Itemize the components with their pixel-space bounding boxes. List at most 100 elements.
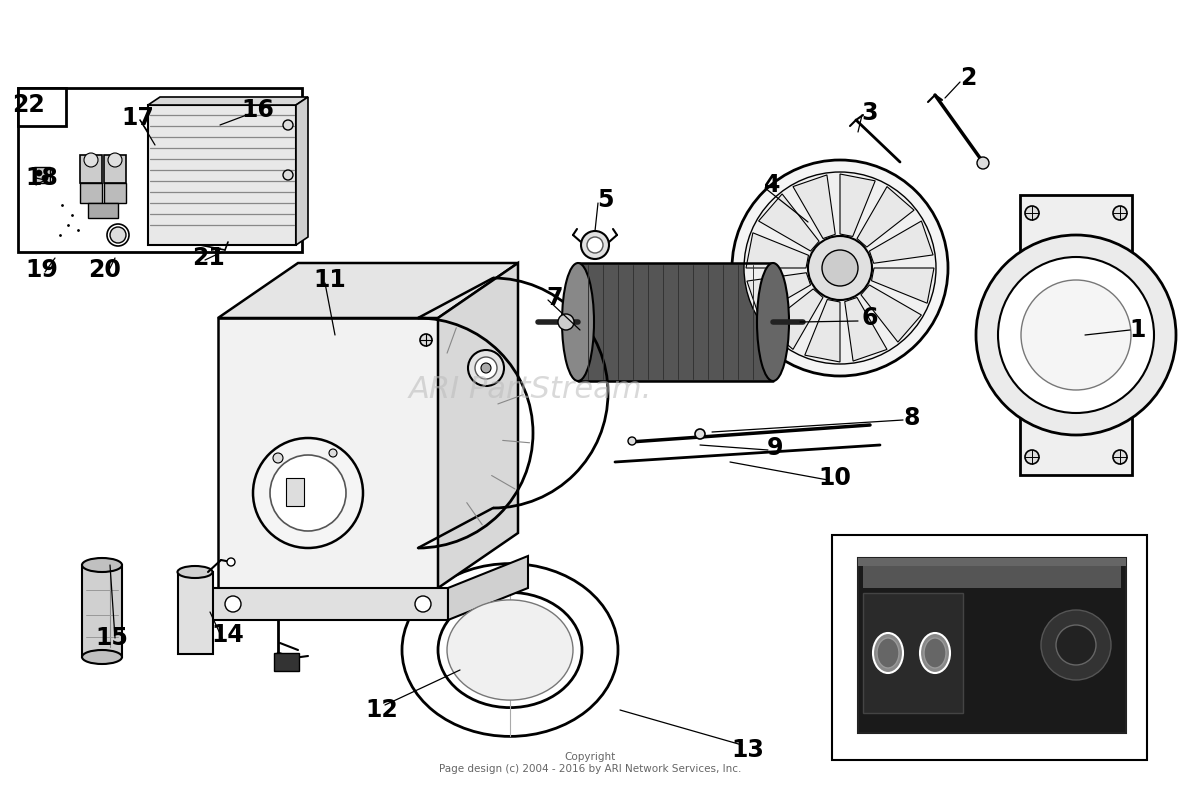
Bar bbox=[1020, 195, 1132, 475]
Circle shape bbox=[1113, 450, 1127, 464]
Circle shape bbox=[415, 596, 431, 612]
Circle shape bbox=[1025, 450, 1040, 464]
Text: 14: 14 bbox=[211, 623, 244, 647]
Polygon shape bbox=[759, 194, 819, 251]
Text: 13: 13 bbox=[732, 738, 765, 762]
Polygon shape bbox=[845, 297, 887, 361]
Bar bbox=[178, 572, 214, 654]
Text: 21: 21 bbox=[191, 246, 224, 270]
Circle shape bbox=[481, 363, 491, 373]
Polygon shape bbox=[872, 268, 935, 304]
Polygon shape bbox=[840, 174, 876, 236]
Text: 3: 3 bbox=[861, 101, 878, 125]
Text: 12: 12 bbox=[366, 698, 399, 722]
Circle shape bbox=[227, 558, 235, 566]
Bar bbox=[18, 88, 302, 252]
Ellipse shape bbox=[447, 600, 573, 700]
Circle shape bbox=[628, 437, 636, 445]
Text: 6: 6 bbox=[861, 306, 878, 330]
Text: 19: 19 bbox=[26, 258, 59, 282]
Ellipse shape bbox=[81, 558, 122, 572]
Polygon shape bbox=[746, 233, 808, 268]
Text: ARI PartStream.: ARI PartStream. bbox=[408, 376, 651, 405]
Ellipse shape bbox=[920, 633, 950, 673]
Circle shape bbox=[109, 153, 122, 167]
Ellipse shape bbox=[177, 566, 212, 578]
Circle shape bbox=[273, 453, 283, 463]
Bar bbox=[148, 105, 296, 245]
Bar bbox=[208, 588, 448, 620]
Circle shape bbox=[225, 596, 241, 612]
Bar bbox=[858, 558, 1126, 566]
Ellipse shape bbox=[438, 593, 582, 707]
Bar bbox=[274, 653, 299, 671]
Text: 22: 22 bbox=[12, 93, 45, 117]
Polygon shape bbox=[861, 285, 922, 342]
Ellipse shape bbox=[402, 564, 618, 736]
Bar bbox=[832, 535, 1147, 760]
Circle shape bbox=[998, 257, 1154, 413]
Circle shape bbox=[745, 172, 936, 364]
Ellipse shape bbox=[81, 650, 122, 664]
Circle shape bbox=[37, 170, 42, 176]
Circle shape bbox=[976, 235, 1176, 435]
Circle shape bbox=[1025, 206, 1040, 220]
Bar bbox=[863, 593, 963, 713]
Circle shape bbox=[732, 160, 948, 376]
Ellipse shape bbox=[873, 633, 903, 673]
Text: Copyright
Page design (c) 2004 - 2016 by ARI Network Services, Inc.: Copyright Page design (c) 2004 - 2016 by… bbox=[439, 752, 741, 774]
Polygon shape bbox=[296, 97, 308, 245]
Text: 16: 16 bbox=[242, 98, 275, 122]
Circle shape bbox=[1021, 280, 1130, 390]
Bar bbox=[80, 183, 101, 203]
Bar bbox=[34, 167, 50, 183]
Bar bbox=[88, 203, 118, 218]
Circle shape bbox=[977, 157, 989, 169]
Circle shape bbox=[581, 231, 609, 259]
Text: 7: 7 bbox=[546, 286, 563, 310]
Text: 2: 2 bbox=[959, 66, 976, 90]
Polygon shape bbox=[148, 97, 308, 105]
Polygon shape bbox=[870, 221, 933, 264]
Circle shape bbox=[1056, 625, 1096, 665]
Text: 1: 1 bbox=[1129, 318, 1146, 342]
Polygon shape bbox=[438, 263, 518, 588]
Bar bbox=[18, 88, 66, 126]
Text: 10: 10 bbox=[819, 466, 852, 490]
Text: 15: 15 bbox=[96, 626, 129, 650]
Circle shape bbox=[695, 429, 704, 439]
Circle shape bbox=[808, 236, 872, 300]
Text: 8: 8 bbox=[904, 406, 920, 430]
Circle shape bbox=[84, 153, 98, 167]
Circle shape bbox=[42, 175, 48, 181]
Circle shape bbox=[253, 438, 363, 548]
Circle shape bbox=[1041, 610, 1112, 680]
Ellipse shape bbox=[877, 638, 899, 668]
Polygon shape bbox=[218, 318, 438, 588]
Polygon shape bbox=[766, 289, 822, 349]
Polygon shape bbox=[793, 175, 835, 239]
Circle shape bbox=[283, 170, 293, 180]
Circle shape bbox=[468, 350, 504, 386]
Text: 17: 17 bbox=[122, 106, 155, 130]
Bar bbox=[80, 155, 101, 183]
Polygon shape bbox=[218, 263, 518, 318]
Circle shape bbox=[110, 227, 126, 243]
Circle shape bbox=[476, 357, 497, 379]
Bar bbox=[858, 558, 1126, 733]
Text: 4: 4 bbox=[763, 173, 780, 197]
Ellipse shape bbox=[924, 638, 946, 668]
Circle shape bbox=[420, 334, 432, 346]
Text: 9: 9 bbox=[767, 436, 784, 460]
Polygon shape bbox=[747, 272, 811, 315]
Text: 20: 20 bbox=[88, 258, 122, 282]
Bar bbox=[104, 183, 126, 203]
Circle shape bbox=[586, 237, 603, 253]
Circle shape bbox=[1113, 206, 1127, 220]
Circle shape bbox=[270, 455, 346, 531]
Bar bbox=[863, 563, 1121, 588]
Polygon shape bbox=[448, 556, 527, 620]
Circle shape bbox=[822, 250, 858, 286]
Polygon shape bbox=[857, 187, 914, 247]
Ellipse shape bbox=[758, 263, 789, 381]
